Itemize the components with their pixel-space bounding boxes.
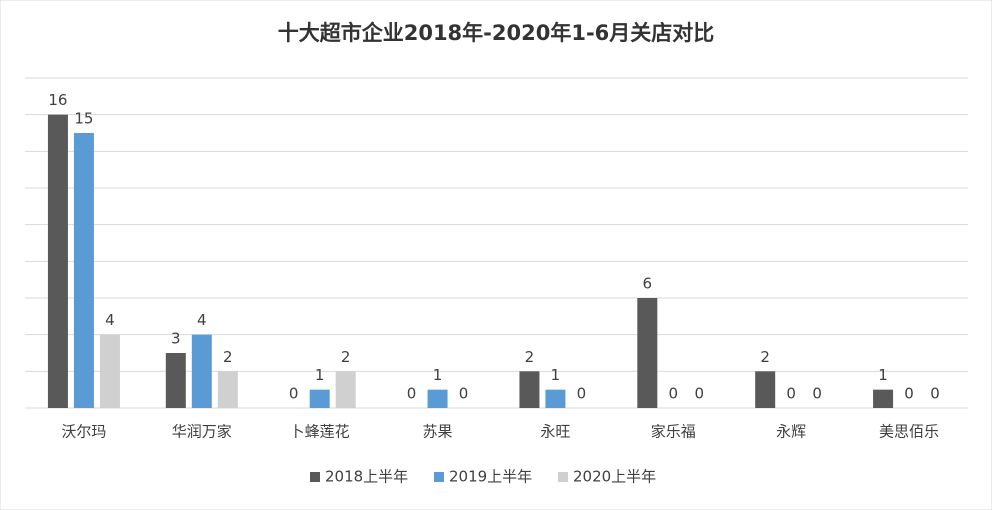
bar — [873, 389, 894, 408]
bar — [519, 371, 540, 408]
bar — [73, 133, 94, 408]
data-label: 0 — [459, 385, 469, 403]
data-label: 1 — [878, 366, 888, 384]
legend-label: 2019上半年 — [449, 468, 532, 486]
data-label: 0 — [577, 385, 587, 403]
bar — [427, 389, 448, 408]
x-tick-label: 华润万家 — [172, 423, 232, 441]
data-label: 2 — [525, 348, 535, 366]
data-label: 1 — [433, 366, 443, 384]
data-label: 6 — [643, 275, 653, 293]
bar — [47, 114, 68, 409]
data-label: 1 — [551, 366, 561, 384]
data-label: 0 — [669, 385, 679, 403]
data-label: 0 — [786, 385, 796, 403]
data-label: 4 — [197, 311, 207, 329]
x-tick-label: 沃尔玛 — [61, 423, 106, 441]
x-tick-label: 美思佰乐 — [879, 423, 939, 441]
data-label: 0 — [407, 385, 417, 403]
bar — [165, 353, 186, 408]
data-label: 0 — [812, 385, 822, 403]
data-label: 0 — [695, 385, 705, 403]
data-label: 0 — [904, 385, 914, 403]
data-label: 0 — [930, 385, 940, 403]
legend-label: 2018上半年 — [325, 468, 408, 486]
data-label: 2 — [223, 348, 233, 366]
bar — [637, 298, 658, 408]
chart-title: 十大超市企业2018年-2020年1-6月关店对比 — [278, 21, 715, 45]
x-tick-label: 卜蜂莲花 — [290, 423, 350, 441]
x-tick-label: 永旺 — [540, 423, 570, 441]
bar — [99, 334, 120, 408]
bar — [191, 334, 212, 408]
data-label: 15 — [74, 110, 93, 128]
bar — [545, 389, 566, 408]
bar — [309, 389, 330, 408]
x-tick-label: 永辉 — [776, 423, 806, 441]
data-label: 1 — [315, 366, 325, 384]
legend-swatch — [434, 472, 444, 482]
data-label: 4 — [105, 311, 115, 329]
x-tick-label: 苏果 — [423, 423, 453, 441]
legend-swatch — [558, 472, 568, 482]
bar — [217, 371, 238, 408]
data-label: 2 — [341, 348, 351, 366]
data-label: 2 — [760, 348, 770, 366]
x-tick-label: 家乐福 — [651, 423, 696, 441]
bar — [335, 371, 356, 408]
legend-label: 2020上半年 — [573, 468, 656, 486]
data-label: 16 — [48, 91, 67, 109]
data-label: 0 — [289, 385, 299, 403]
legend-swatch — [310, 472, 320, 482]
data-label: 3 — [171, 330, 181, 348]
bar — [755, 371, 776, 408]
